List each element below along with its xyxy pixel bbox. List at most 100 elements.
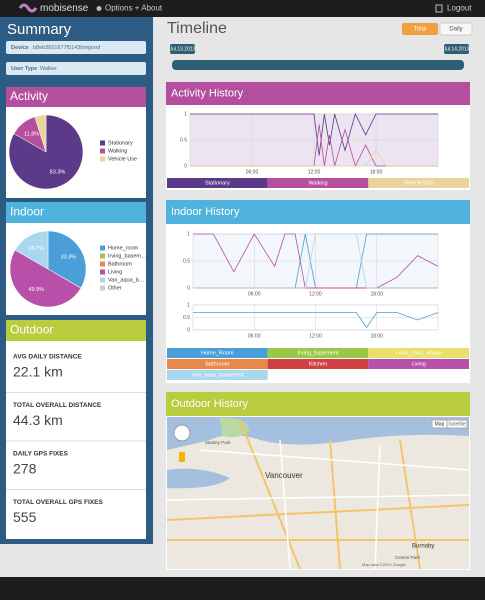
slider-end-box xyxy=(444,44,469,54)
x-tick-label: 18:00 xyxy=(370,333,383,339)
y-tick-label: 1 xyxy=(187,231,190,237)
slice-label: 16.7% xyxy=(28,246,44,252)
map-pan-control[interactable] xyxy=(173,424,191,442)
stat-value: 22.1 km xyxy=(13,364,63,380)
stat-value: 278 xyxy=(13,461,37,477)
x-tick-label: 12:00 xyxy=(309,333,322,339)
legend-bar xyxy=(167,359,268,369)
device-label: Device xyxy=(11,45,29,51)
pie-slice xyxy=(14,230,49,270)
bottom-bar xyxy=(0,577,485,600)
x-tick-label: 18:00 xyxy=(370,169,383,175)
y-tick-label: 0.5 xyxy=(183,315,190,321)
pie-slice xyxy=(47,230,87,289)
legend-swatch xyxy=(100,245,105,251)
stat-label: DAILY GPS FIXES xyxy=(13,451,69,458)
legend-bar xyxy=(167,178,268,188)
satellite-button-label: Satellite xyxy=(448,421,466,427)
legend-label: Vehicle Use xyxy=(108,156,137,162)
legend-label: Irving_basement xyxy=(298,350,339,356)
slider-start: Jul.13.2013 xyxy=(170,46,196,52)
map-streets xyxy=(166,439,470,570)
user-type-field xyxy=(6,62,146,75)
legend-swatch xyxy=(100,140,105,146)
y-tick-label: 0 xyxy=(187,285,190,291)
legend-bar xyxy=(368,359,469,369)
outdoor-panel xyxy=(6,341,146,539)
slider-start-box xyxy=(170,44,195,54)
menu-link[interactable]: Options + About xyxy=(105,4,163,13)
daily-button[interactable] xyxy=(439,22,473,36)
gear-icon xyxy=(96,6,102,11)
legend-swatch xyxy=(100,156,105,162)
map-button-label: Map xyxy=(435,421,445,427)
legend-swatch xyxy=(100,285,105,291)
legend-bar xyxy=(267,348,369,358)
satellite-button[interactable] xyxy=(446,419,468,429)
stat-label: AVG DAILY DISTANCE xyxy=(13,354,82,361)
legend-label: Vehicle Use xyxy=(404,180,433,186)
x-tick-label: 06:00 xyxy=(248,333,261,339)
legend-swatch xyxy=(100,148,105,154)
x-tick-label: 12:00 xyxy=(308,169,321,175)
map-place: Burnaby xyxy=(412,544,434,550)
legend-bar xyxy=(368,178,469,188)
total-button[interactable] xyxy=(402,23,438,35)
outdoor-header xyxy=(6,320,146,341)
slider-end: Jul.14.2013 xyxy=(444,46,470,52)
outdoor-history-title: Outdoor History xyxy=(171,398,249,410)
slice-label: 33.3% xyxy=(61,255,77,261)
legend-label: Kitchen xyxy=(309,361,327,367)
x-tick-label: 12:00 xyxy=(309,291,322,297)
x-tick-label: 06:00 xyxy=(248,291,261,297)
pie-slice xyxy=(34,114,47,153)
legend-label: Bathroom xyxy=(205,361,229,367)
line-series xyxy=(190,149,438,167)
slider-track[interactable] xyxy=(172,60,464,70)
legend-label: Other xyxy=(108,285,122,291)
map-pegman[interactable] xyxy=(179,452,185,462)
line-series xyxy=(190,112,438,156)
device-value: b8eb3651677f5143bmgood xyxy=(33,45,100,51)
stat-label: TOTAL OVERALL DISTANCE xyxy=(13,402,102,409)
map-water xyxy=(167,468,230,489)
legend-label: Van_aqua_basement xyxy=(191,372,243,378)
daily-label: Daily xyxy=(449,27,462,33)
logout-link[interactable]: Logout xyxy=(447,4,472,13)
legend-label: Food_court_village xyxy=(395,350,441,356)
total-label: Total xyxy=(414,27,427,33)
activity-history-header xyxy=(166,82,470,105)
legend-label: Bathroom xyxy=(108,261,132,267)
legend-label: Walking xyxy=(108,148,127,154)
map-roads xyxy=(166,419,470,570)
legend-bar xyxy=(267,359,369,369)
legend-label: Home_Room xyxy=(201,350,234,356)
legend-bar xyxy=(267,178,369,188)
legend-swatch xyxy=(100,269,105,275)
y-tick-label: 0.5 xyxy=(183,258,190,264)
y-tick-label: 0 xyxy=(184,163,187,169)
slice-label: 83.3% xyxy=(50,169,66,175)
y-tick-label: 1 xyxy=(187,302,190,308)
map-place: Stanley Park xyxy=(205,440,231,445)
legend-label: Walking xyxy=(308,180,327,186)
stat-value: 555 xyxy=(13,509,37,525)
legend-label: Stationary xyxy=(205,180,230,186)
legend-label: Home_room xyxy=(108,245,139,251)
activity-title: Activity xyxy=(10,89,48,103)
indoor-title: Indoor xyxy=(10,205,44,219)
line-series xyxy=(193,233,439,289)
logout-icon xyxy=(435,4,443,13)
pie-slice xyxy=(8,114,84,190)
y-tick-label: 0.5 xyxy=(180,137,187,143)
user-type-value: Walker xyxy=(40,66,57,72)
user-type-label: User Type xyxy=(11,66,37,72)
brand[interactable]: mobisense xyxy=(40,3,89,14)
map-footer: Map data ©2013 Google xyxy=(362,562,406,567)
legend-swatch xyxy=(100,277,105,283)
map-park xyxy=(220,417,250,438)
top-bar xyxy=(0,0,485,17)
legend-label: Stationary xyxy=(108,140,133,146)
map-place: Vancouver xyxy=(265,471,303,480)
